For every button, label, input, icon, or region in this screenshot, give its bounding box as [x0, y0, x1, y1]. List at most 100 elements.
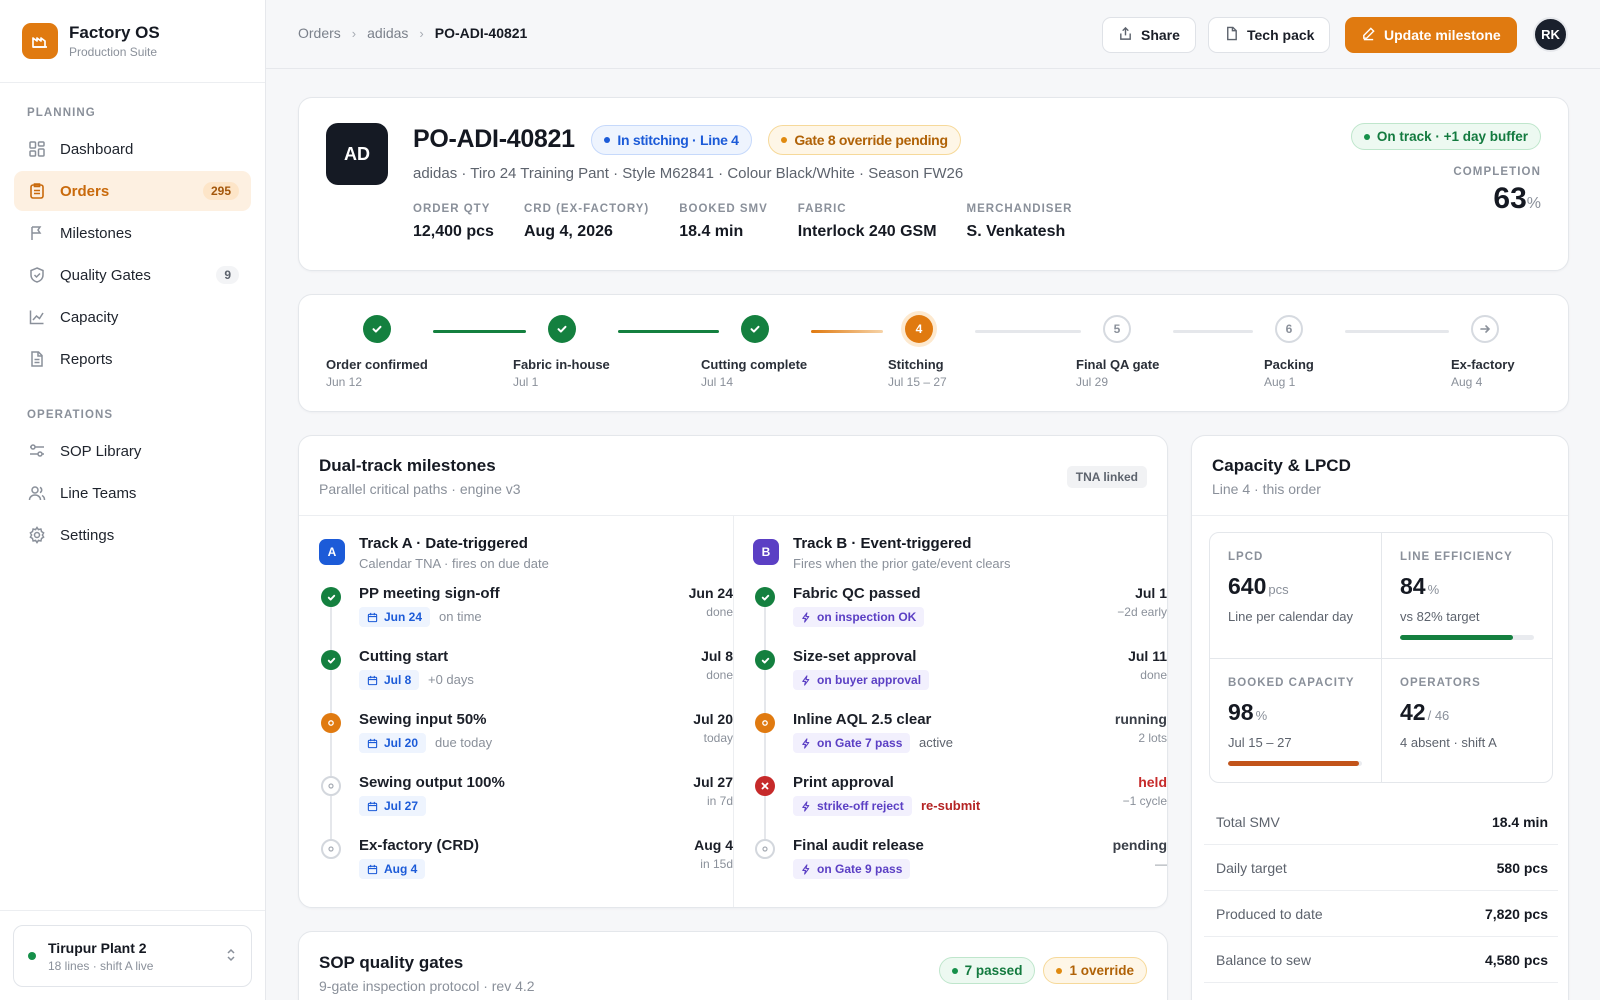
factory-logo-icon: [22, 23, 58, 59]
completion-number: 63: [1493, 182, 1527, 215]
pencil-icon: [1361, 26, 1376, 44]
step-cutting-complete[interactable]: [741, 315, 769, 343]
kpi-progress-bar: [1400, 635, 1534, 640]
step-number: 4: [905, 315, 933, 343]
brand-name: Factory OS: [69, 23, 160, 42]
sidebar-item-milestones[interactable]: Milestones: [14, 213, 251, 253]
milestone-status: in 15d: [700, 857, 733, 871]
update-milestone-label: Update milestone: [1384, 27, 1501, 43]
breadcrumb-orders[interactable]: Orders: [298, 25, 341, 41]
milestone-due: Jun 24 done: [689, 585, 733, 619]
milestone-row[interactable]: Sewing output 100% Jul 27 Jul 27 in 7d: [319, 768, 733, 839]
line-efficiency-kpi[interactable]: LINE EFFICIENCY 84% vs 82% target: [1382, 533, 1553, 658]
sidebar-item-label: Reports: [60, 350, 113, 368]
milestones-subtitle: Parallel critical paths · engine v3: [319, 481, 521, 497]
milestone-row[interactable]: Sewing input 50% Jul 20 due today Jul 20 tod…: [319, 705, 733, 776]
kpi-progress-fill: [1400, 635, 1513, 640]
milestone-name: Print approval: [793, 774, 894, 791]
chevron-updown-icon: [225, 947, 237, 966]
divider: [1381, 533, 1382, 782]
sidebar-item-line-teams[interactable]: Line Teams: [14, 473, 251, 513]
milestone-row[interactable]: Fabric QC passed on inspection OK Jul 1 −2d…: [753, 579, 1167, 650]
kpi-label: OPERATORS: [1400, 677, 1481, 689]
milestone-row[interactable]: Inline AQL 2.5 clear on Gate 7 pass active…: [753, 705, 1167, 776]
share-button[interactable]: Share: [1102, 17, 1196, 53]
milestone-row[interactable]: Print approval strike-off reject re-submit…: [753, 768, 1167, 839]
sidebar-item-label: Capacity: [60, 308, 119, 326]
step-label: Stitching: [888, 357, 944, 372]
sidebar-item-reports[interactable]: Reports: [14, 339, 251, 379]
sidebar-item-orders[interactable]: Orders 295: [14, 171, 251, 211]
chip-label: strike-off reject: [817, 799, 904, 813]
step-order-confirmed[interactable]: [363, 315, 391, 343]
step-label: Packing: [1264, 357, 1314, 372]
brand[interactable]: Factory OS Production Suite: [0, 0, 265, 83]
document-icon: [27, 349, 47, 369]
step-date: Jul 1: [513, 375, 539, 389]
tech-pack-button[interactable]: Tech pack: [1208, 17, 1331, 53]
milestone-name: Sewing input 50%: [359, 711, 487, 728]
sidebar-item-dashboard[interactable]: Dashboard: [14, 129, 251, 169]
track-b-badge: B: [753, 539, 779, 565]
capacity-card: Capacity & LPCD Line 4 · this order LPCD…: [1191, 435, 1569, 1000]
operators-kpi[interactable]: OPERATORS 42/ 46 4 absent · shift A: [1382, 659, 1553, 784]
timeline-rail: [330, 670, 332, 713]
milestone-row[interactable]: Size-set approval on buyer approval Jul 11…: [753, 642, 1167, 713]
sidebar: Factory OS Production Suite PLANNING Das…: [0, 0, 266, 1000]
order-summary-card: AD PO-ADI-40821 In stitching · Line 4 Ga…: [298, 97, 1569, 271]
milestone-row[interactable]: PP meeting sign-off Jun 24 on time Jun 24 do…: [319, 579, 733, 650]
milestone-name: Sewing output 100%: [359, 774, 505, 791]
sidebar-item-sop-library[interactable]: SOP Library: [14, 431, 251, 471]
sop-title: SOP quality gates: [319, 953, 464, 972]
step-packing[interactable]: 6: [1275, 315, 1303, 343]
milestone-note: on time: [439, 609, 482, 624]
divider: [1210, 658, 1552, 659]
milestone-row[interactable]: Cutting start Jul 8 +0 days Jul 8 done: [319, 642, 733, 713]
step-final-qa-gate[interactable]: 5: [1103, 315, 1131, 343]
bolt-icon: [801, 737, 811, 749]
user-avatar[interactable]: RK: [1533, 17, 1568, 52]
check-icon: [548, 315, 576, 343]
milestone-note: +0 days: [428, 672, 474, 687]
trigger-chip: on Gate 9 pass: [793, 859, 911, 879]
timeline-rail: [330, 796, 332, 839]
milestone-row[interactable]: Final audit release on Gate 9 pass pending…: [753, 831, 1167, 894]
step-fabric-in-house[interactable]: [548, 315, 576, 343]
chip-label: on Gate 9 pass: [817, 862, 903, 876]
milestone-status: −1 cycle: [1122, 794, 1167, 808]
meta-label: CRD (EX-FACTORY): [523, 203, 650, 215]
plant-status: 18 lines · shift A live: [48, 958, 154, 973]
trigger-chip: on Gate 7 pass: [793, 733, 911, 753]
step-date: Aug 1: [1264, 375, 1296, 389]
calendar-icon: [367, 612, 378, 623]
breadcrumb-brand[interactable]: adidas: [367, 25, 409, 41]
sidebar-item-quality-gates[interactable]: Quality Gates 9: [14, 255, 251, 295]
brand-avatar: AD: [326, 123, 388, 185]
sop-subtitle: 9-gate inspection protocol · rev 4.2: [319, 978, 535, 994]
step-date: Jun 12: [326, 375, 363, 389]
gate-override-pill[interactable]: Gate 8 override pending: [768, 125, 961, 155]
sidebar-item-capacity[interactable]: Capacity: [14, 297, 251, 337]
check-icon: [321, 650, 341, 670]
breadcrumb: Orders › adidas › PO-ADI-40821: [298, 25, 527, 41]
track-a-subtitle: Calendar TNA · fires on due date: [359, 556, 549, 571]
capacity-row: Daily target 580 pcs: [1204, 845, 1558, 891]
capacity-row-value: 7,820 pcs: [1484, 905, 1548, 922]
gates-override-pill[interactable]: 1 override: [1043, 957, 1147, 984]
update-milestone-button[interactable]: Update milestone: [1345, 17, 1517, 53]
booked-capacity-kpi[interactable]: BOOKED CAPACITY 98% Jul 15 – 27: [1210, 659, 1381, 784]
on-track-dot: [1363, 133, 1370, 140]
production-stepper: Order confirmed Jun 12 Fabric in-house Jul …: [298, 294, 1569, 412]
passed-dot: [951, 967, 958, 974]
milestone-name: Fabric QC passed: [793, 585, 921, 602]
step-ex-factory[interactable]: [1471, 315, 1499, 343]
lpcd-kpi[interactable]: LPCD 640 pcs Line per calendar day: [1210, 533, 1381, 658]
milestone-row[interactable]: Ex-factory (CRD) Aug 4 Aug 4 in 15d: [319, 831, 733, 894]
capacity-row-label: Daily target: [1216, 859, 1287, 876]
status-pill[interactable]: In stitching · Line 4: [591, 125, 752, 155]
sidebar-item-settings[interactable]: Settings: [14, 515, 251, 555]
plant-switcher[interactable]: Tirupur Plant 2 18 lines · shift A live: [13, 925, 252, 987]
gates-passed-pill[interactable]: 7 passed: [938, 957, 1036, 984]
check-icon: [755, 650, 775, 670]
step-stitching[interactable]: 4: [905, 315, 933, 343]
